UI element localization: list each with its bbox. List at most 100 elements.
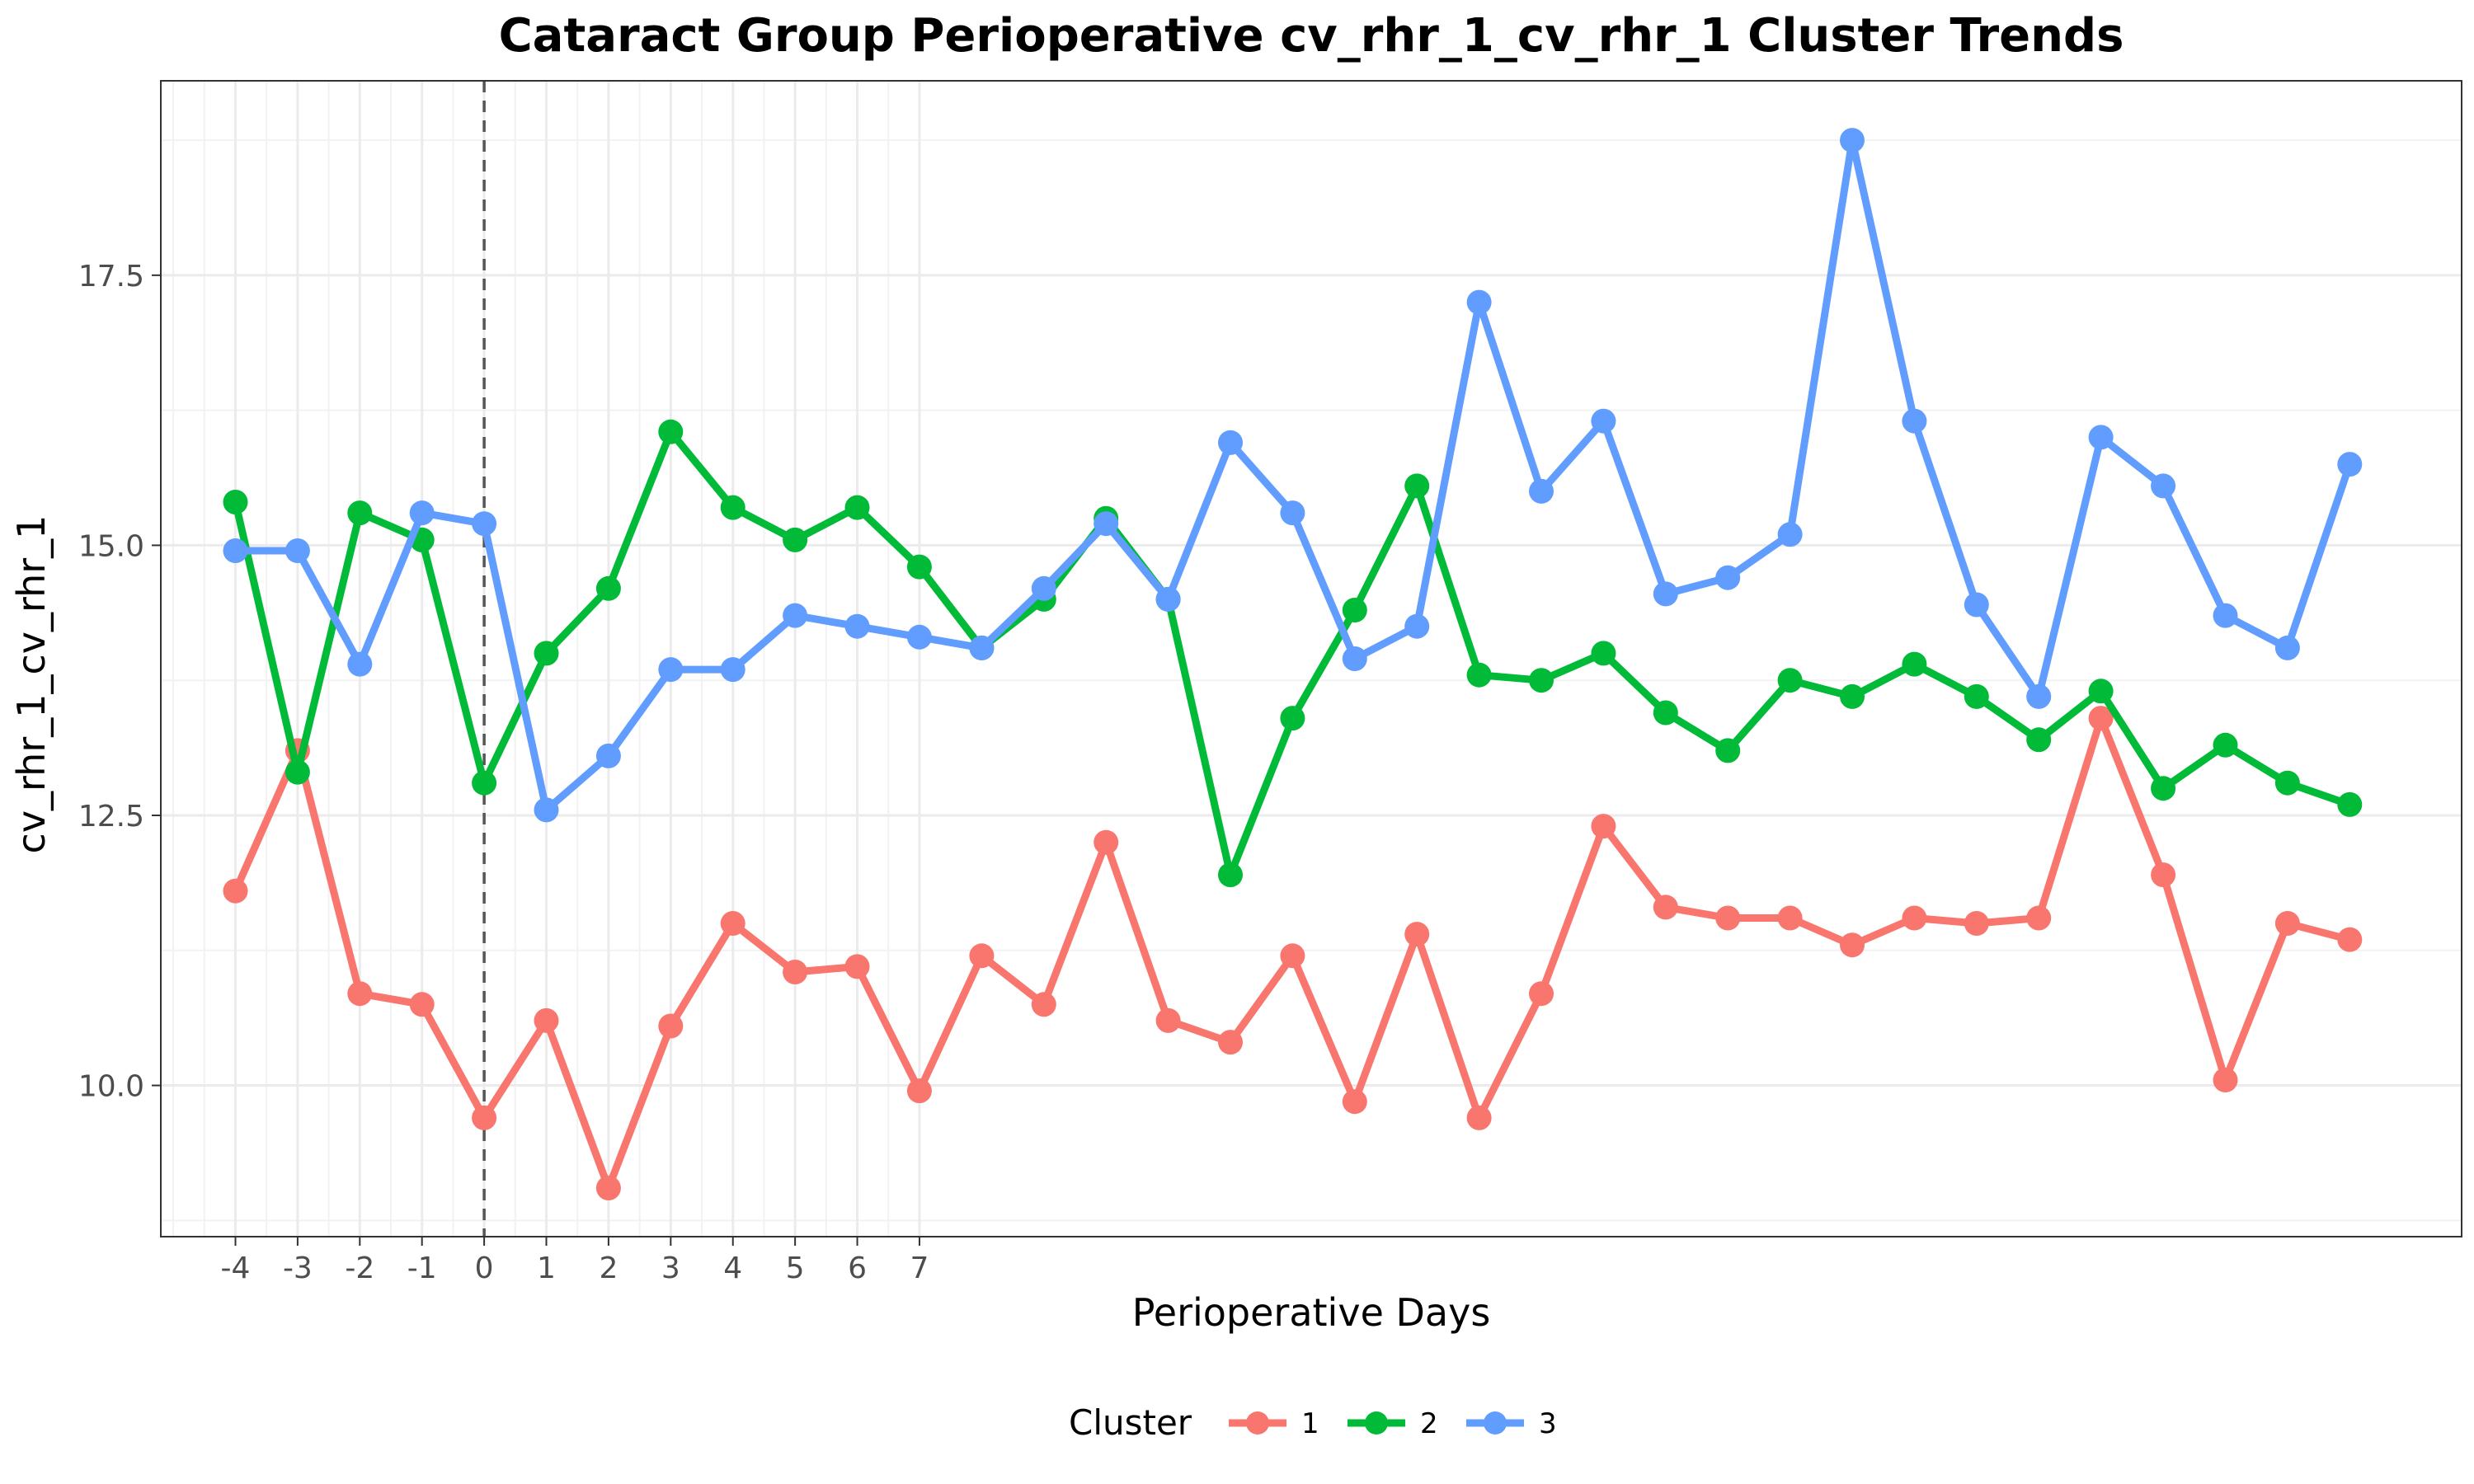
series-1 (223, 706, 2363, 1200)
x-axis: -4 -3 -2 -1 0 1 2 3 4 5 6 7 (221, 1237, 929, 1285)
data-point (409, 500, 435, 526)
data-point (2088, 425, 2114, 450)
data-point (1591, 814, 1616, 839)
data-point (2213, 1068, 2238, 1092)
data-point (2337, 791, 2363, 817)
y-axis-title: cv_rhr_1_cv_rhr_1 (9, 515, 54, 854)
legend: Cluster 1 2 3 (1069, 1402, 1557, 1443)
data-point (844, 613, 870, 639)
data-point (2026, 683, 2052, 709)
x-tick-label: -1 (407, 1252, 437, 1285)
data-point (1155, 1007, 1181, 1033)
y-tick-label: 12.5 (78, 800, 144, 834)
data-point (595, 1176, 621, 1200)
plot-panel-border (160, 80, 2462, 1237)
data-point (2151, 473, 2176, 499)
series-group (223, 128, 2363, 1200)
data-point (595, 743, 621, 768)
data-point (1031, 992, 1056, 1017)
y-tick-label: 15.0 (78, 529, 144, 563)
data-point (1466, 1105, 1492, 1130)
data-point (1094, 511, 1119, 537)
data-point (1715, 738, 1741, 763)
x-tick-label: -3 (283, 1252, 313, 1285)
data-point (1964, 911, 1989, 936)
data-point (347, 500, 373, 526)
legend-label: 1 (1301, 1407, 1319, 1440)
chart-title: Cataract Group Perioperative cv_rhr_1_cv… (499, 9, 2124, 63)
data-point (1840, 932, 1865, 958)
data-point (844, 495, 870, 520)
data-point (2213, 732, 2238, 758)
data-point (658, 419, 684, 444)
y-tick-label: 10.0 (78, 1070, 144, 1104)
data-point (1964, 683, 1989, 709)
data-point (844, 954, 870, 979)
legend-item-1: 1 (1229, 1407, 1319, 1440)
data-point (2274, 911, 2300, 936)
data-point (2151, 776, 2176, 801)
data-point (969, 635, 995, 660)
data-point (2026, 727, 2052, 753)
legend-label: 2 (1420, 1407, 1438, 1440)
data-point (1155, 586, 1181, 612)
x-tick-label: 6 (848, 1252, 867, 1285)
data-point (1777, 668, 1803, 693)
data-point (1218, 862, 1243, 888)
legend-label: 3 (1539, 1407, 1557, 1440)
x-tick-label: 5 (786, 1252, 805, 1285)
data-point (1653, 581, 1678, 607)
data-point (906, 624, 932, 650)
data-point (1777, 905, 1803, 931)
data-point (2337, 452, 2363, 477)
data-point (1840, 128, 1865, 153)
data-point (783, 527, 808, 552)
data-point (595, 575, 621, 601)
data-point (472, 770, 497, 796)
data-point (1591, 641, 1616, 666)
x-tick-label: 0 (475, 1252, 494, 1285)
data-point (285, 759, 310, 785)
data-point (285, 538, 310, 563)
data-point (1777, 522, 1803, 547)
data-point (658, 657, 684, 683)
legend-item-3: 3 (1466, 1407, 1557, 1440)
data-point (1466, 289, 1492, 315)
data-point (1218, 1030, 1243, 1055)
legend-title: Cluster (1069, 1402, 1192, 1443)
data-point (2088, 679, 2114, 704)
data-point (1591, 408, 1616, 434)
data-point (223, 538, 248, 563)
data-point (1529, 668, 1554, 693)
data-point (969, 943, 995, 969)
x-tick-label: -2 (345, 1252, 374, 1285)
data-point (223, 490, 248, 514)
data-point (472, 1105, 497, 1130)
data-point (1964, 592, 1989, 618)
series-3 (223, 128, 2363, 823)
data-point (347, 651, 373, 677)
data-point (1280, 500, 1305, 526)
data-point (1404, 922, 1430, 947)
data-point (1218, 430, 1243, 455)
x-tick-label: -4 (221, 1252, 251, 1285)
data-point (2337, 927, 2363, 952)
data-point (1653, 700, 1678, 726)
data-point (1715, 905, 1741, 931)
legend-key-point (1484, 1411, 1507, 1435)
data-point (2026, 905, 2052, 931)
x-tick-label: 1 (537, 1252, 556, 1285)
data-point (2088, 706, 2114, 731)
data-point (1280, 943, 1305, 969)
data-point (2151, 862, 2176, 888)
legend-item-2: 2 (1348, 1407, 1438, 1440)
data-point (1280, 706, 1305, 731)
data-point (1094, 829, 1119, 855)
x-tick-label: 3 (661, 1252, 680, 1285)
legend-key-point (1365, 1411, 1388, 1435)
data-point (1529, 981, 1554, 1007)
data-point (223, 878, 248, 904)
data-point (1342, 1089, 1367, 1115)
data-point (534, 641, 559, 666)
